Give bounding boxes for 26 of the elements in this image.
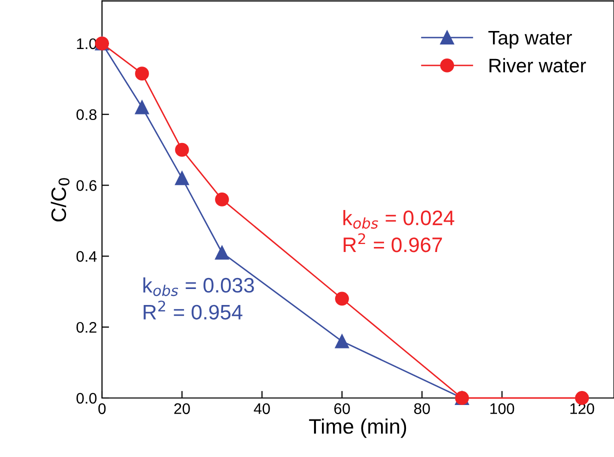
point: [215, 246, 229, 260]
x-tick-label: 60: [334, 403, 350, 414]
y-axis-title: C/C$_{0}$: [50, 178, 70, 222]
point: [135, 100, 149, 114]
x-axis-title: Time (min): [309, 418, 406, 438]
text: k$_{obs}$ = 0.024 R$^{2}$ = 0.967: [343, 210, 454, 252]
text: k$_{obs}$ = 0.033 R$^{2}$ = 0.954: [143, 277, 254, 320]
point: [215, 192, 229, 206]
legend-label: Tap water: [488, 31, 572, 48]
x-tick-label: 40: [254, 403, 270, 414]
y-tick-label: 0.2: [76, 322, 96, 333]
x-tick-label: 80: [414, 403, 430, 414]
y-tick-label: 0.4: [76, 251, 97, 262]
point: [175, 171, 189, 186]
point: [135, 66, 149, 81]
x-tick-label: 20: [174, 403, 190, 414]
y-tick-label: 0.8: [76, 109, 96, 120]
x-tick-label: 100: [490, 403, 514, 414]
x-tick-label: 0: [98, 403, 106, 414]
y-tick-label: 0.6: [76, 180, 96, 191]
x-tick-label: 120: [570, 403, 594, 414]
point: [175, 142, 189, 157]
legend-label: River water: [490, 58, 586, 72]
y-tick-label: 0.0: [76, 392, 97, 404]
point: [335, 292, 349, 306]
point: [335, 334, 349, 348]
